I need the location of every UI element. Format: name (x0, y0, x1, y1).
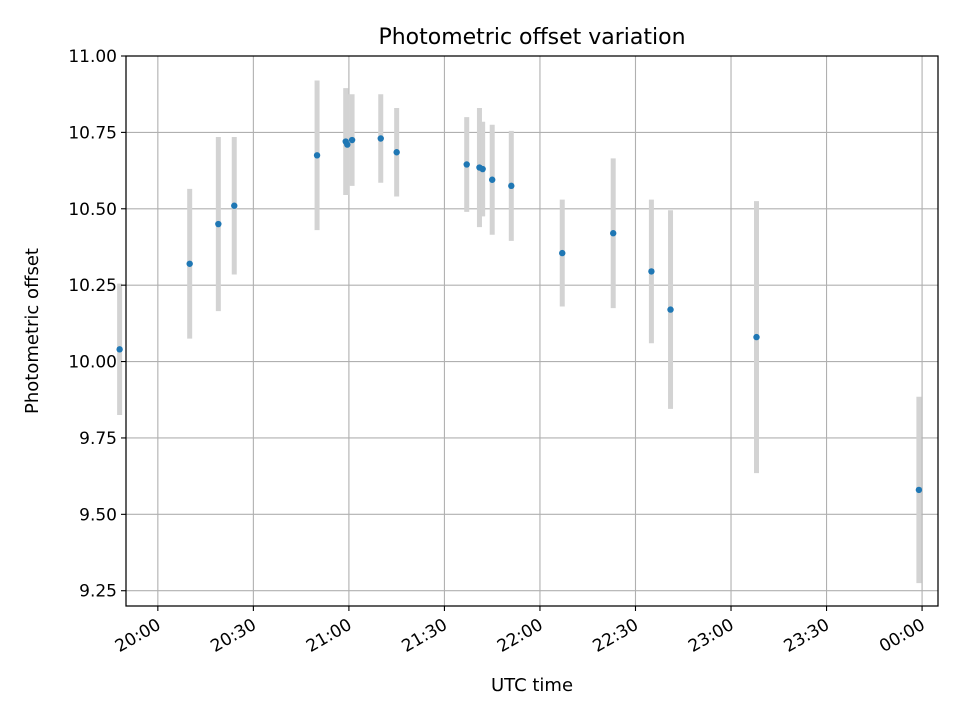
plot-frame (125, 55, 939, 607)
data-point (508, 182, 515, 190)
x-tick-label: 22:00 (494, 615, 546, 657)
data-point (915, 486, 923, 494)
data-point (610, 230, 617, 237)
axes (121, 55, 939, 611)
data-point (479, 165, 486, 173)
y-tick-labels: 9.25 9.50 9.75 10.00 10.25 10.50 10.75 11.00 (68, 47, 117, 602)
x-axis-label: UTC time (491, 675, 573, 696)
data-point (116, 346, 123, 353)
data-point (753, 333, 760, 341)
grid (126, 55, 938, 606)
y-tick-label: 11.00 (68, 47, 117, 67)
data-point (463, 161, 470, 168)
y-tick-label: 10.25 (68, 276, 117, 296)
x-tick-label: 23:30 (781, 615, 833, 657)
data-point (648, 268, 655, 275)
data-points (116, 135, 923, 494)
x-tick-label: 20:00 (112, 615, 164, 657)
data-point (231, 202, 238, 209)
data-point (313, 152, 321, 159)
chart-title: Photometric offset variation (378, 25, 685, 50)
x-tick-label: 21:00 (303, 615, 355, 657)
x-tick-label: 21:30 (398, 615, 450, 657)
y-tick-label: 10.50 (68, 200, 117, 220)
x-tick-labels: 20:00 20:30 21:00 21:30 22:00 22:30 23:00 23:30… (112, 615, 929, 657)
x-tick-label: 20:30 (207, 615, 259, 657)
y-tick-label: 9.50 (79, 505, 117, 525)
data-point (393, 149, 400, 156)
data-point (559, 249, 566, 257)
y-axis-label: Photometric offset (22, 248, 43, 414)
data-point (186, 260, 193, 267)
y-tick-label: 9.75 (79, 429, 117, 449)
data-point (348, 136, 356, 144)
x-tick-label: 22:30 (590, 615, 642, 657)
data-point (344, 141, 351, 148)
y-tick-label: 10.75 (68, 123, 117, 143)
x-tick-label: 23:00 (685, 615, 737, 657)
y-tick-label: 10.00 (68, 353, 117, 373)
y-tick-label: 9.25 (79, 582, 117, 602)
data-point (215, 220, 222, 228)
data-point (667, 306, 674, 313)
data-point (377, 135, 384, 142)
data-point (488, 176, 496, 183)
error-bars (117, 80, 922, 584)
x-tick-label: 00:00 (876, 615, 928, 657)
